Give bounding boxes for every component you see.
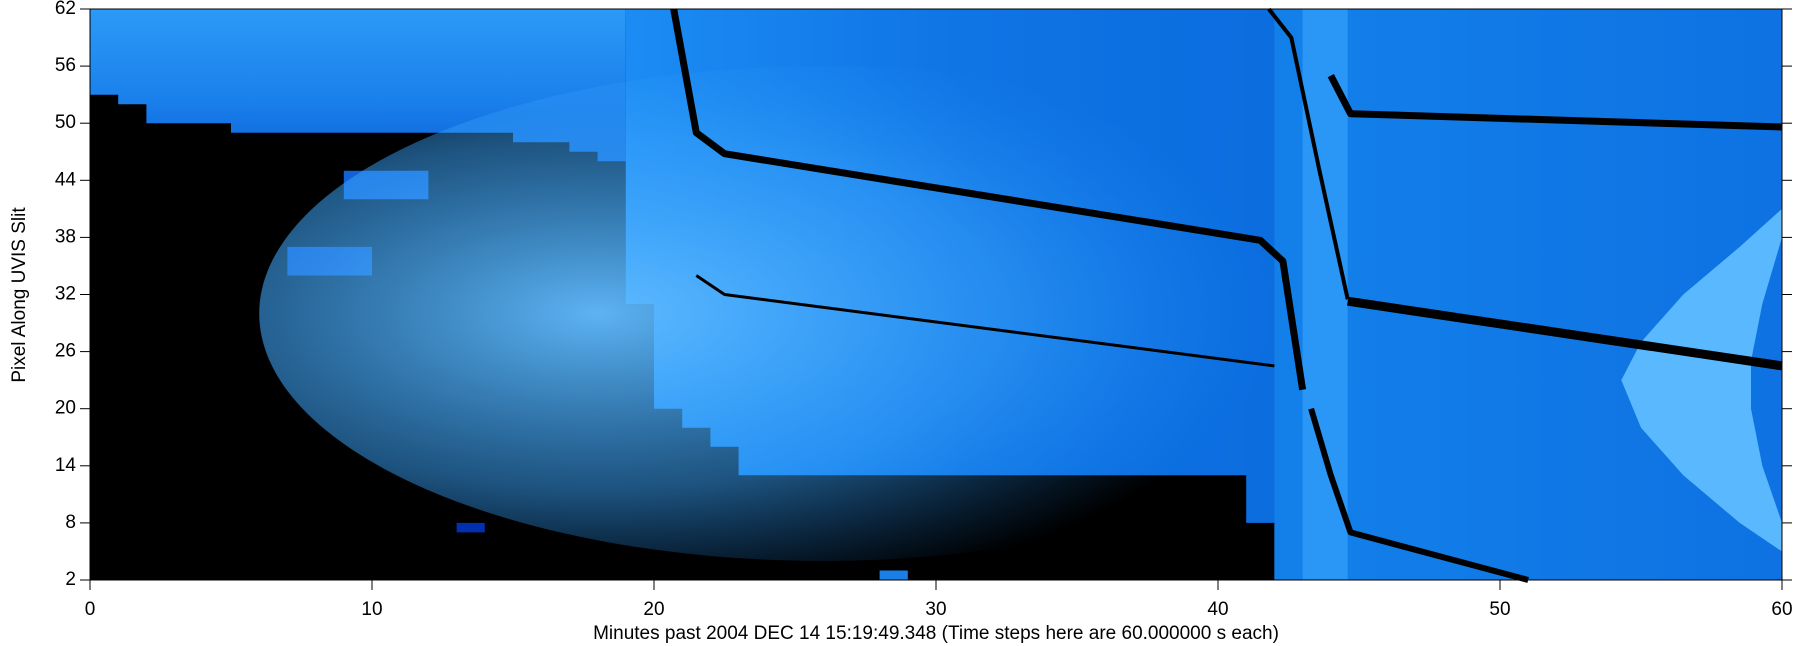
- image-streak: [695, 274, 1275, 368]
- y-tick-label: 50: [55, 112, 76, 133]
- image-streak: [1327, 73, 1783, 131]
- image-streak: [1308, 407, 1529, 583]
- image-region: [879, 570, 908, 580]
- image-streak: [1347, 296, 1783, 371]
- image-region: [456, 522, 485, 533]
- x-axis-label: Minutes past 2004 DEC 14 15:19:49.348 (T…: [593, 623, 1279, 644]
- image-streak: [1267, 7, 1350, 300]
- x-tick-label: 0: [85, 599, 96, 620]
- y-tick-label: 38: [55, 226, 76, 247]
- x-tick-label: 20: [643, 599, 664, 620]
- x-tick-label: 10: [361, 599, 382, 620]
- y-tick-label: 56: [55, 55, 76, 76]
- image-streak: [670, 8, 1307, 391]
- x-tick-label: 40: [1207, 599, 1228, 620]
- y-tick-label: 62: [55, 0, 76, 19]
- x-tick-label: 30: [925, 599, 946, 620]
- image-region: [259, 66, 1388, 561]
- y-tick-label: 26: [55, 341, 76, 362]
- y-tick-label: 14: [55, 455, 77, 476]
- y-axis-label: Pixel Along UVIS Slit: [9, 207, 30, 383]
- x-tick-label: 50: [1489, 599, 1510, 620]
- y-tick-label: 8: [65, 512, 76, 533]
- y-tick-label: 44: [55, 169, 77, 190]
- image-region: [1621, 208, 1782, 552]
- x-tick-label: 60: [1771, 599, 1792, 620]
- y-tick-label: 2: [65, 569, 76, 590]
- y-tick-label: 32: [55, 284, 76, 305]
- axes: 0 10 20 30 40 50 60 2 8 14 20 26 32 38 44 50 56 62: [55, 0, 1793, 620]
- plot-area: [90, 7, 1783, 583]
- y-tick-label: 20: [55, 398, 76, 419]
